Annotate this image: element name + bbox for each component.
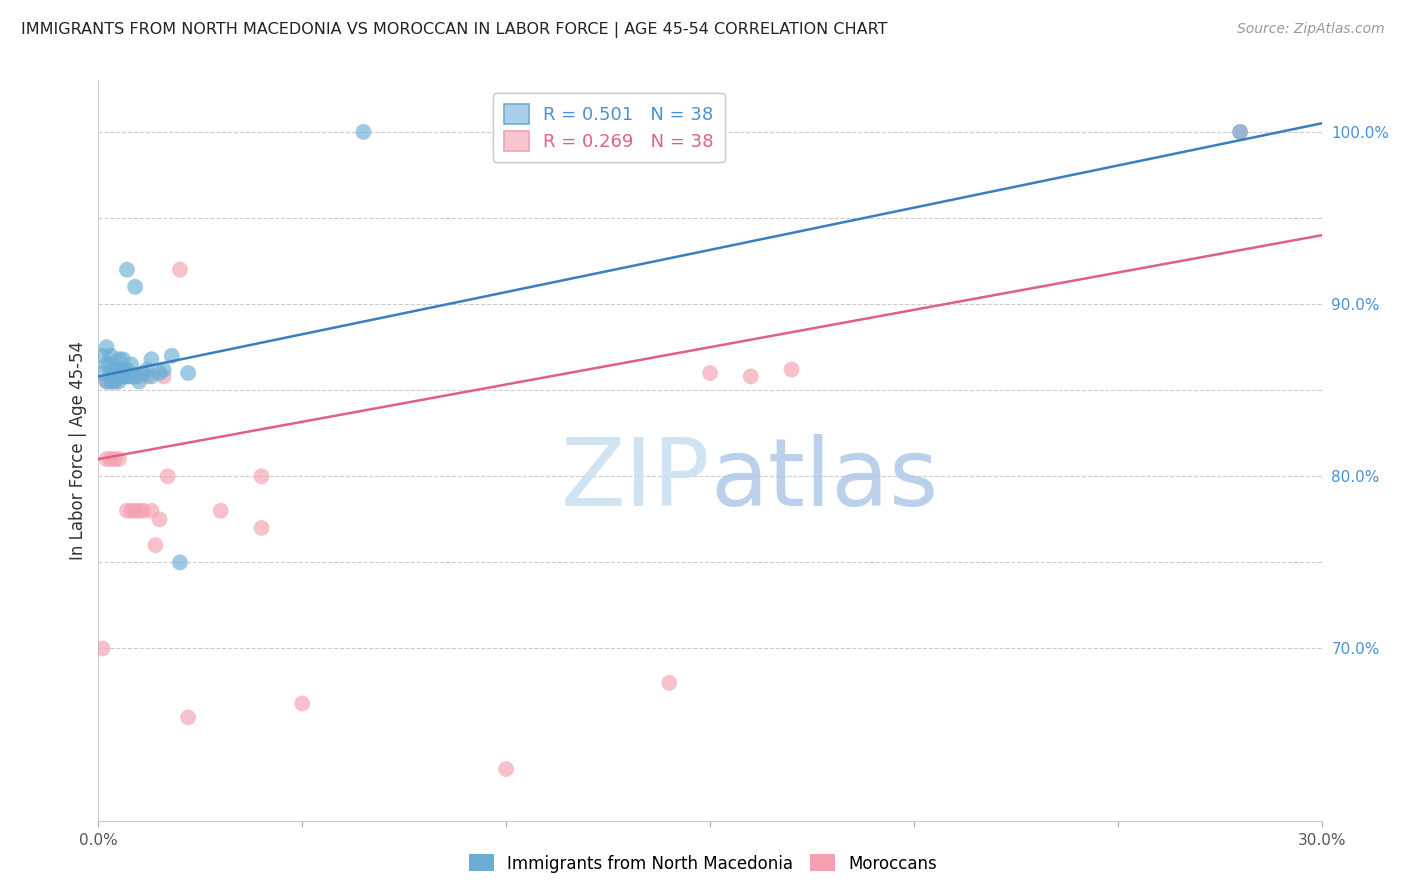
Point: [111, 362, 134, 376]
Point: [1229, 125, 1251, 139]
Point: [104, 369, 127, 384]
Point: [96, 375, 118, 389]
Point: [149, 366, 172, 380]
Point: [104, 375, 127, 389]
Text: ZIP: ZIP: [561, 434, 710, 526]
Point: [111, 362, 134, 376]
Point: [149, 512, 172, 526]
Point: [104, 362, 127, 376]
Point: [111, 352, 134, 367]
Point: [128, 375, 150, 389]
Point: [108, 369, 131, 384]
Point: [120, 369, 142, 384]
Point: [132, 504, 155, 518]
Point: [136, 369, 159, 384]
Point: [177, 710, 200, 724]
Point: [104, 452, 127, 467]
Point: [96, 375, 118, 389]
Point: [124, 280, 146, 294]
Point: [120, 504, 142, 518]
Point: [352, 125, 374, 139]
Point: [250, 521, 273, 535]
Point: [145, 538, 167, 552]
Point: [100, 366, 122, 380]
Point: [115, 362, 138, 376]
Legend: R = 0.501   N = 38, R = 0.269   N = 38: R = 0.501 N = 38, R = 0.269 N = 38: [492, 93, 724, 161]
Point: [120, 357, 142, 371]
Point: [495, 762, 517, 776]
Point: [169, 555, 191, 569]
Point: [115, 262, 138, 277]
Point: [141, 504, 163, 518]
Point: [250, 469, 273, 483]
Point: [169, 262, 191, 277]
Point: [108, 369, 131, 384]
Point: [108, 352, 131, 367]
Point: [100, 375, 122, 389]
Point: [108, 362, 131, 376]
Point: [108, 452, 131, 467]
Text: atlas: atlas: [710, 434, 938, 526]
Y-axis label: In Labor Force | Age 45-54: In Labor Force | Age 45-54: [69, 341, 87, 560]
Point: [100, 452, 122, 467]
Point: [100, 375, 122, 389]
Point: [124, 369, 146, 384]
Point: [124, 369, 146, 384]
Point: [156, 469, 179, 483]
Legend: Immigrants from North Macedonia, Moroccans: Immigrants from North Macedonia, Morocca…: [463, 847, 943, 880]
Text: IMMIGRANTS FROM NORTH MACEDONIA VS MOROCCAN IN LABOR FORCE | AGE 45-54 CORRELATI: IMMIGRANTS FROM NORTH MACEDONIA VS MOROC…: [21, 22, 887, 38]
Point: [91, 641, 114, 656]
Point: [115, 369, 138, 384]
Point: [128, 504, 150, 518]
Point: [100, 357, 122, 371]
Point: [740, 369, 762, 384]
Point: [91, 366, 114, 380]
Point: [141, 352, 163, 367]
Point: [111, 369, 134, 384]
Point: [91, 349, 114, 363]
Point: [160, 349, 183, 363]
Point: [120, 369, 142, 384]
Point: [209, 504, 232, 518]
Point: [111, 369, 134, 384]
Text: Source: ZipAtlas.com: Source: ZipAtlas.com: [1237, 22, 1385, 37]
Point: [96, 452, 118, 467]
Point: [1229, 125, 1251, 139]
Point: [136, 362, 159, 376]
Point: [128, 369, 150, 384]
Point: [152, 369, 174, 384]
Point: [699, 366, 721, 380]
Point: [658, 676, 681, 690]
Point: [96, 357, 118, 371]
Point: [96, 340, 118, 354]
Point: [132, 366, 155, 380]
Point: [291, 697, 314, 711]
Point: [108, 375, 131, 389]
Point: [780, 362, 803, 376]
Point: [177, 366, 200, 380]
Point: [100, 349, 122, 363]
Point: [124, 504, 146, 518]
Point: [141, 369, 163, 384]
Point: [104, 375, 127, 389]
Point: [115, 369, 138, 384]
Point: [115, 504, 138, 518]
Point: [152, 362, 174, 376]
